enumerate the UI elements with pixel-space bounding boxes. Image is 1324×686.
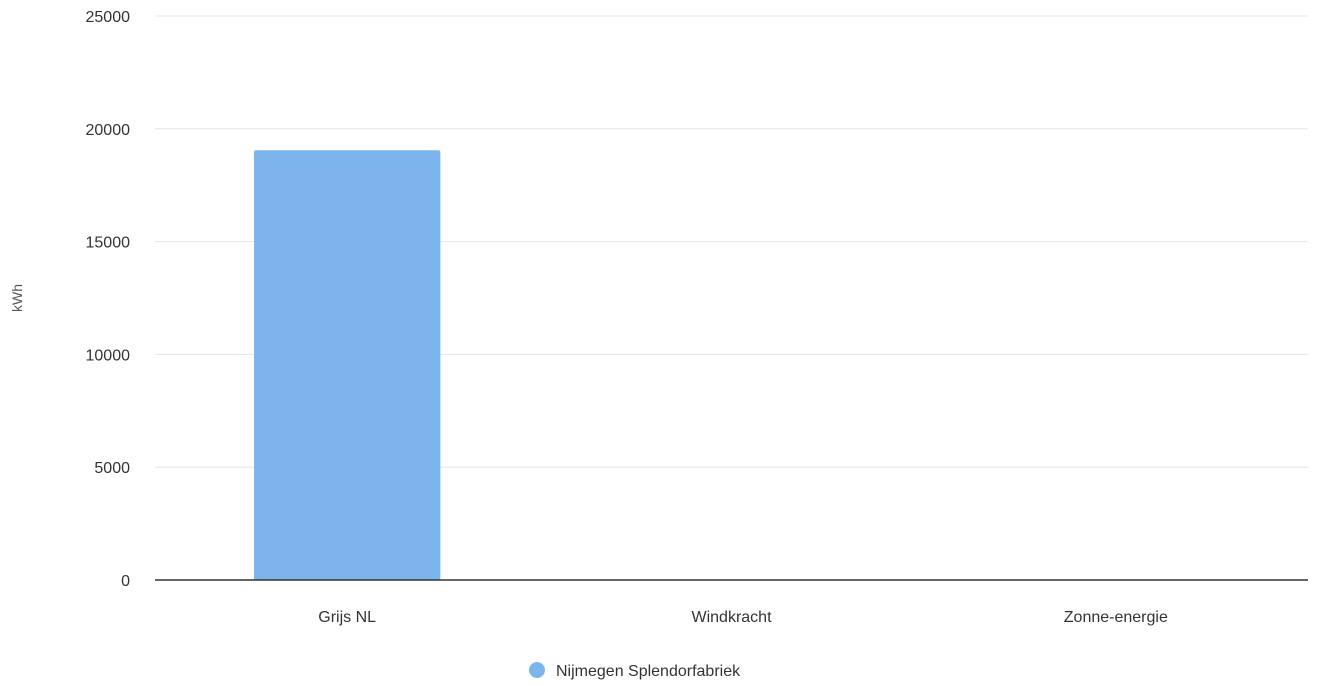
x-tick-label: Zonne-energie	[1064, 609, 1168, 626]
y-tick-label: 5000	[94, 460, 130, 477]
legend-marker	[529, 662, 545, 678]
y-tick-label: 20000	[86, 122, 131, 139]
bars	[253, 150, 441, 580]
x-tick-label: Windkracht	[691, 609, 772, 626]
legend[interactable]: Nijmegen Splendorfabriek	[529, 662, 741, 680]
y-axis-tick-labels: 0 5000 10000 15000 20000 25000	[86, 9, 131, 590]
legend-label: Nijmegen Splendorfabriek	[556, 663, 741, 680]
x-axis-tick-labels: Grijs NL Windkracht Zonne-energie	[318, 609, 1168, 626]
y-tick-label: 15000	[86, 235, 131, 252]
y-tick-label: 25000	[86, 9, 131, 26]
bar[interactable]	[253, 150, 441, 580]
y-axis-title: kWh	[9, 284, 25, 312]
y-tick-label: 0	[121, 573, 130, 590]
x-tick-label: Grijs NL	[318, 609, 376, 626]
y-tick-label: 10000	[86, 347, 131, 364]
